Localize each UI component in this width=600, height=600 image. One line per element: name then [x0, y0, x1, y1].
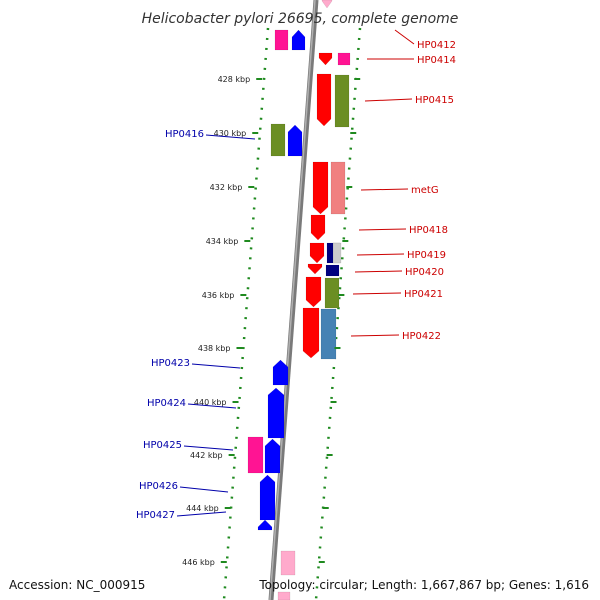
tick-label: 428 kbp: [218, 75, 251, 84]
backbone-highlight: [269, 0, 316, 600]
leader-line-left: [183, 445, 234, 451]
gene-hp0416: [287, 124, 303, 157]
gene-magenta-top: [274, 29, 289, 51]
gene-hp0420: [307, 263, 323, 275]
gene-label-right: HP0422: [402, 331, 441, 342]
gene-hp0415: [316, 73, 332, 127]
leader-line-left: [176, 511, 227, 517]
leader-line-right: [352, 292, 402, 295]
gene-hp0426: [259, 474, 276, 521]
leader-line-left: [179, 486, 229, 493]
accession-text: Accession: NC_000915: [9, 578, 146, 592]
gene-label-right: HP0415: [415, 95, 454, 106]
tick-label: 440 kbp: [194, 398, 227, 407]
gene-hp0414: [318, 52, 333, 66]
map-title: Helicobacter pylori 26695, complete geno…: [142, 11, 459, 27]
tick-label: 436 kbp: [202, 291, 235, 300]
gene-hp0425-a: [247, 436, 264, 474]
gene-metg-b: [330, 161, 346, 215]
gene-hp0418: [310, 214, 326, 241]
tick-label: 446 kbp: [182, 558, 215, 567]
label-leaders: [176, 29, 415, 517]
gene-hp0425: [264, 438, 281, 474]
tick-label: 444 kbp: [186, 504, 219, 513]
gene-hp0416-a: [270, 123, 286, 157]
gene-label-right: HP0419: [407, 250, 446, 261]
gene-label-right: metG: [411, 185, 439, 196]
leader-line-right: [356, 253, 405, 256]
gene-label-left: HP0425: [143, 440, 182, 451]
leader-line-right: [364, 98, 413, 102]
tick-label: 442 kbp: [190, 451, 223, 460]
tick-label: 430 kbp: [214, 129, 247, 138]
gene-hp0427: [257, 519, 273, 531]
genome-backbone: [268, 0, 319, 600]
leader-line-left: [205, 134, 256, 140]
backbone-line: [268, 0, 319, 600]
gene-labels: HP0412 HP0414 HP0415 metG HP0418 HP0419 HP0420…: [136, 40, 456, 521]
gene-hp0424: [267, 387, 285, 439]
gene-hp0414-b: [337, 52, 351, 66]
leader-line-right: [354, 270, 403, 273]
gene-hp0415-b: [334, 74, 350, 128]
gene-hp0423: [272, 359, 289, 386]
gene-metg: [312, 161, 329, 215]
gene-hp0419-c: [332, 242, 342, 264]
leader-line-right: [360, 188, 409, 191]
gene-label-right: HP0420: [405, 267, 444, 278]
gene-pink-bottom-b: [277, 591, 291, 600]
leader-line-left: [191, 363, 241, 369]
gene-hp0422: [302, 307, 320, 359]
scale-ticks: 428 kbp 430 kbp 432 kbp 434 kbp 436 kbp 438 k…: [182, 75, 361, 567]
gene-hp0420-b: [325, 264, 340, 277]
gene-hp0422-b: [320, 308, 337, 360]
gene-pink-bottom: [280, 550, 296, 576]
gene-label-right: HP0418: [409, 225, 448, 236]
tick-label: 432 kbp: [210, 183, 243, 192]
leader-line-right: [358, 228, 407, 231]
gene-features: [247, 0, 351, 600]
gene-hp0421: [305, 276, 322, 308]
leader-line-right: [350, 334, 400, 337]
gene-blue-top: [291, 29, 306, 51]
leader-line-left: [187, 403, 237, 409]
gene-hp0419: [309, 242, 325, 264]
gene-label-right: HP0421: [404, 289, 443, 300]
gene-label-left: HP0427: [136, 510, 175, 521]
gene-hp0421-b: [324, 277, 340, 309]
topology-text: Topology: circular; Length: 1,667,867 bp…: [259, 578, 589, 592]
gene-label-right: HP0414: [417, 55, 456, 66]
gene-label-left: HP0424: [147, 398, 186, 409]
leader-line-right: [394, 29, 415, 45]
gene-label-right: HP0412: [417, 40, 456, 51]
tick-label: 438 kbp: [198, 344, 231, 353]
gene-label-left: HP0426: [139, 481, 178, 492]
gene-label-left: HP0423: [151, 358, 190, 369]
gene-pink-top: [321, 0, 333, 9]
tick-label: 434 kbp: [206, 237, 239, 246]
gene-label-left: HP0416: [165, 129, 204, 140]
